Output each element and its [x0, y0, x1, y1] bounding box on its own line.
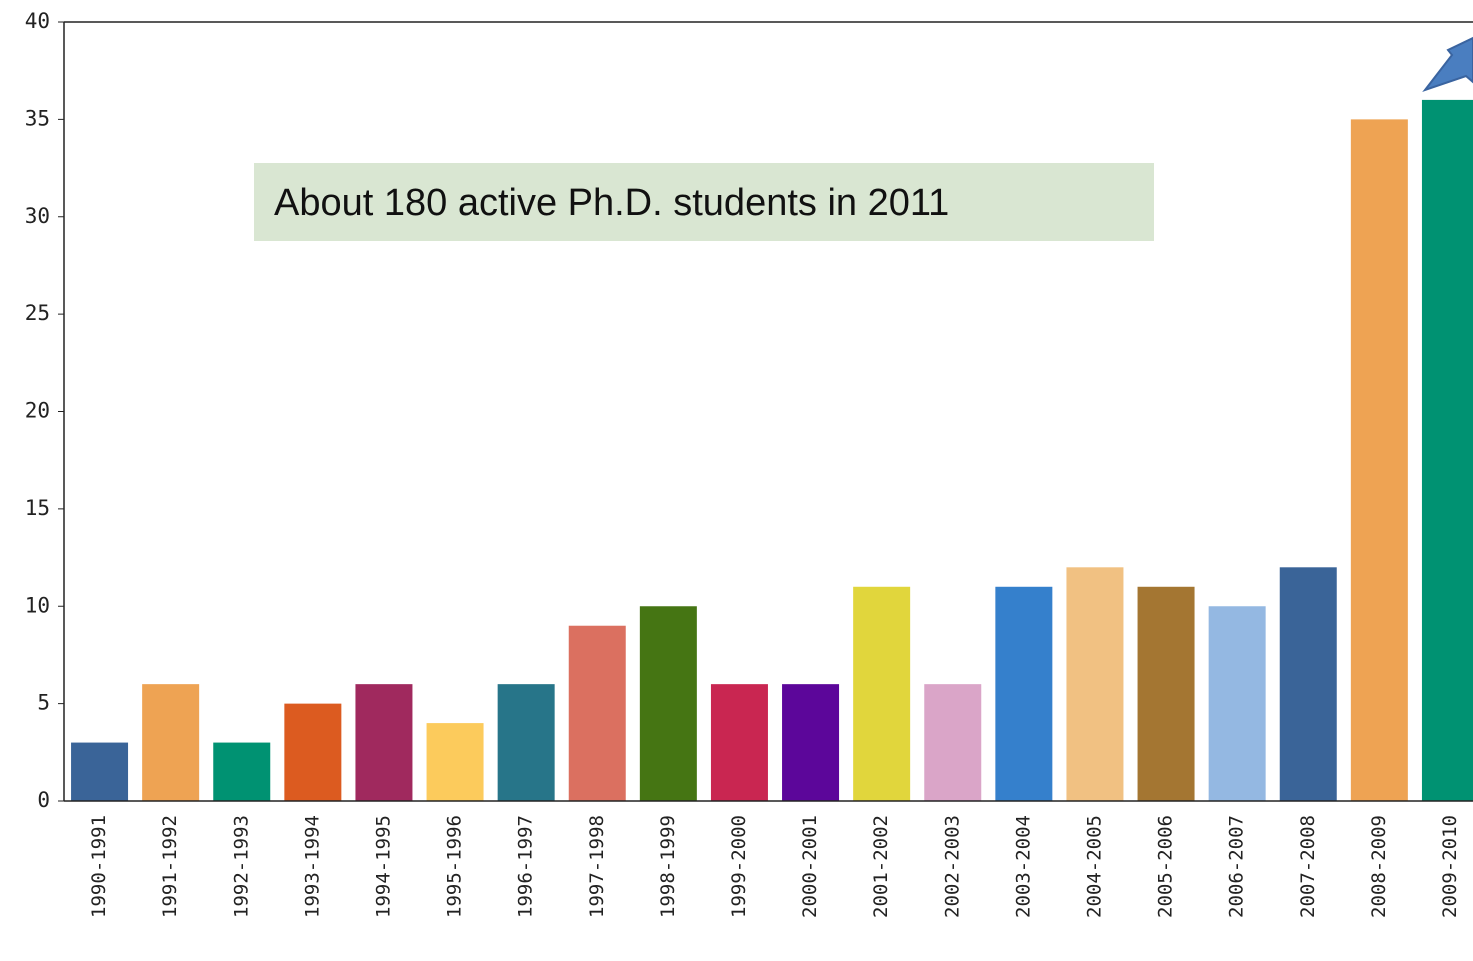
bar [142, 684, 200, 801]
bar [213, 742, 271, 801]
x-tick-label: 1997-1998 [586, 815, 608, 918]
bar [710, 684, 768, 801]
y-tick-label: 15 [25, 496, 50, 520]
plot: 0 5 10 15 20 25 30 35 40 1990-1991 1991-1992 1992-1… [25, 9, 1473, 918]
x-tick-label: 1992-1993 [230, 815, 252, 918]
x-tick-label: 2003-2004 [1012, 815, 1034, 918]
y-tick-label: 10 [25, 593, 50, 617]
x-tick-label: 1990-1991 [88, 815, 110, 918]
bar [853, 586, 911, 801]
bar [1279, 567, 1337, 801]
x-tick-label: 2006-2007 [1226, 815, 1248, 918]
bar [284, 703, 342, 801]
annotation-box [254, 163, 1154, 241]
bar [426, 723, 484, 801]
x-tick-label: 1996-1997 [515, 815, 537, 918]
bar [71, 742, 129, 801]
x-tick-label: 2007-2008 [1297, 815, 1319, 918]
bar [568, 625, 626, 801]
x-tick-label: 1995-1996 [444, 815, 466, 918]
bar [355, 684, 413, 801]
y-tick-label: 0 [37, 788, 50, 812]
x-tick-label: 1993-1994 [301, 815, 323, 918]
x-tick-label: 1999-2000 [728, 815, 750, 918]
y-tick-label: 20 [25, 399, 50, 423]
x-tick-label: 2009-2010 [1439, 815, 1461, 918]
bar [924, 684, 982, 801]
x-tick-label: 1994-1995 [372, 815, 394, 918]
y-tick-label: 30 [25, 204, 50, 228]
y-tick-label: 40 [25, 9, 50, 33]
bar [639, 606, 697, 801]
bar [1137, 586, 1195, 801]
y-tick-label: 25 [25, 301, 50, 325]
bar [497, 684, 555, 801]
bar [1350, 119, 1408, 801]
annotation: About 180 active Ph.D. students in 2011 [274, 182, 949, 224]
bar [1421, 99, 1473, 801]
x-tick-label: 1998-1999 [657, 815, 679, 918]
y-tick-label: 35 [25, 106, 50, 130]
x-tick-label: 1991-1992 [159, 815, 181, 918]
arrow [1422, 36, 1473, 93]
bar [1066, 567, 1124, 801]
x-tick-label: 2001-2002 [870, 815, 892, 918]
bar [995, 586, 1053, 801]
x-tick-label: 2000-2001 [799, 815, 821, 918]
x-tick-label: 2005-2006 [1155, 815, 1177, 918]
x-tick-label: 2004-2005 [1083, 815, 1105, 918]
x-tick-label: 2008-2009 [1368, 815, 1390, 918]
y-tick-label: 5 [37, 691, 50, 715]
bar [1208, 606, 1266, 801]
x-tick-label: 2002-2003 [941, 815, 963, 918]
bar [782, 684, 840, 801]
